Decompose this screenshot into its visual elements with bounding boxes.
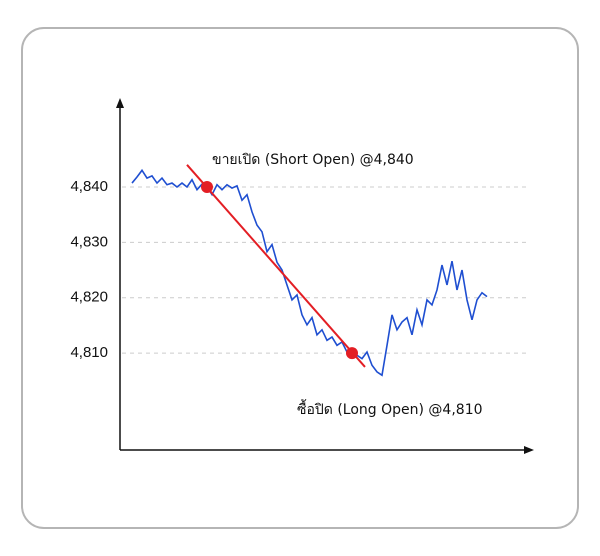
signal-marker [346,347,358,360]
annotation: ขายเปิด (Short Open) @4,840 [212,152,414,168]
y-axis-arrow [116,98,124,108]
y-tick-label: 4,810 [70,344,108,361]
card [21,27,579,529]
price-line [131,168,488,377]
trend-line [186,164,366,368]
annotation: ซื้อปิด (Long Open) @4,810 [297,399,483,418]
signal-marker [201,180,213,193]
y-tick-label: 4,820 [70,289,108,306]
y-tick-label: 4,830 [70,233,108,250]
y-tick-label: 4,840 [70,178,108,195]
x-axis-arrow [524,446,534,454]
